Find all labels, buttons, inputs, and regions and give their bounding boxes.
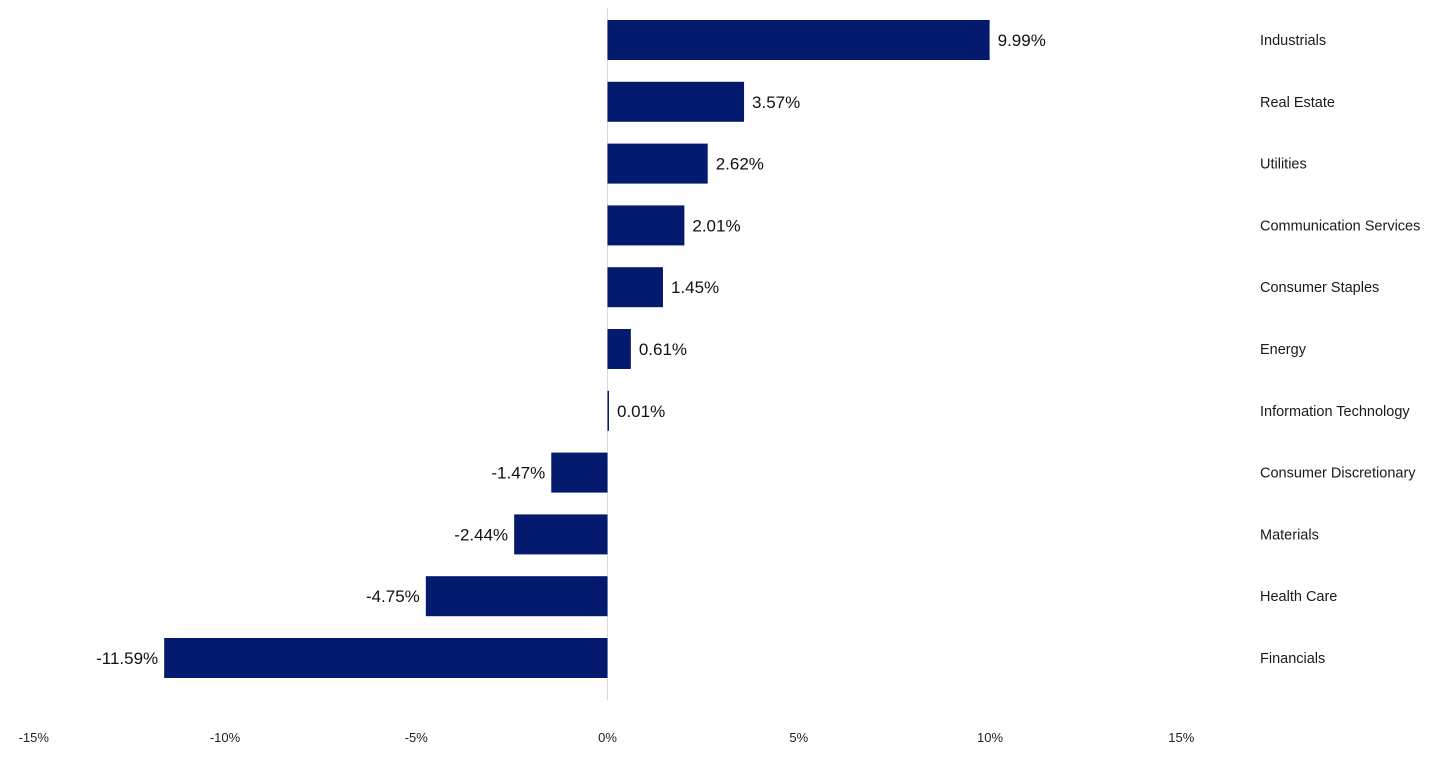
bar — [514, 514, 608, 555]
x-tick-label: 10% — [977, 730, 1003, 745]
bar — [607, 143, 708, 184]
data-label: -2.44% — [454, 525, 508, 544]
category-label: Industrials — [1260, 33, 1326, 49]
bar — [607, 267, 663, 308]
data-label: 3.57% — [752, 93, 800, 112]
category-label: Real Estate — [1260, 95, 1335, 111]
bar — [607, 390, 609, 431]
data-label: 2.62% — [716, 155, 764, 174]
bar — [607, 329, 631, 369]
category-label: Consumer Discretionary — [1260, 466, 1416, 482]
x-tick-label: -10% — [210, 730, 241, 745]
x-tick-label: -5% — [405, 730, 429, 745]
data-label: -11.59% — [96, 649, 158, 668]
x-tick-label: 0% — [598, 730, 617, 745]
bar — [607, 81, 745, 122]
category-label: Health Care — [1260, 589, 1337, 605]
data-label: -4.75% — [366, 587, 420, 606]
category-label: Communication Services — [1260, 218, 1420, 234]
x-tick-label: 15% — [1168, 730, 1194, 745]
data-label: 0.61% — [639, 340, 687, 359]
x-tick-label: -15% — [19, 730, 50, 745]
data-label: 0.01% — [617, 402, 665, 421]
category-label: Financials — [1260, 651, 1325, 667]
bar — [607, 20, 990, 60]
category-label: Utilities — [1260, 157, 1307, 173]
category-label: Information Technology — [1260, 404, 1410, 420]
category-label: Consumer Staples — [1260, 280, 1379, 296]
data-label: -1.47% — [491, 464, 545, 483]
data-label: 1.45% — [671, 278, 719, 297]
data-label: 2.01% — [692, 216, 740, 235]
category-label: Materials — [1260, 527, 1319, 543]
bar — [607, 205, 685, 246]
bar — [164, 638, 608, 678]
category-label: Energy — [1260, 342, 1307, 358]
x-tick-label: 5% — [789, 730, 808, 745]
bar — [425, 576, 608, 617]
data-label: 9.99% — [998, 31, 1046, 50]
bar — [551, 452, 608, 493]
